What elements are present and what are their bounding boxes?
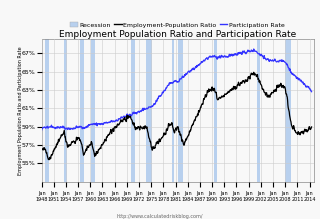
Bar (81, 39, 84, 182)
Bar (147, 39, 152, 182)
Bar (45, 39, 49, 182)
Bar (131, 39, 135, 182)
Bar (258, 39, 260, 182)
Bar (285, 39, 291, 182)
Title: Employment Population Ratio and Participation Rate: Employment Population Ratio and Particip… (59, 30, 296, 39)
Bar (178, 39, 183, 182)
Bar (91, 39, 95, 182)
Legend: Recession, Employment-Population Ratio, Participation Rate: Recession, Employment-Population Ratio, … (68, 20, 287, 30)
Y-axis label: Employment Population Ratio and Participation Rate: Employment Population Ratio and Particip… (18, 46, 23, 175)
Text: http://www.calculatedriskblog.com/: http://www.calculatedriskblog.com/ (117, 214, 203, 219)
Bar (64, 39, 67, 182)
Bar (172, 39, 174, 182)
Bar (214, 39, 217, 182)
